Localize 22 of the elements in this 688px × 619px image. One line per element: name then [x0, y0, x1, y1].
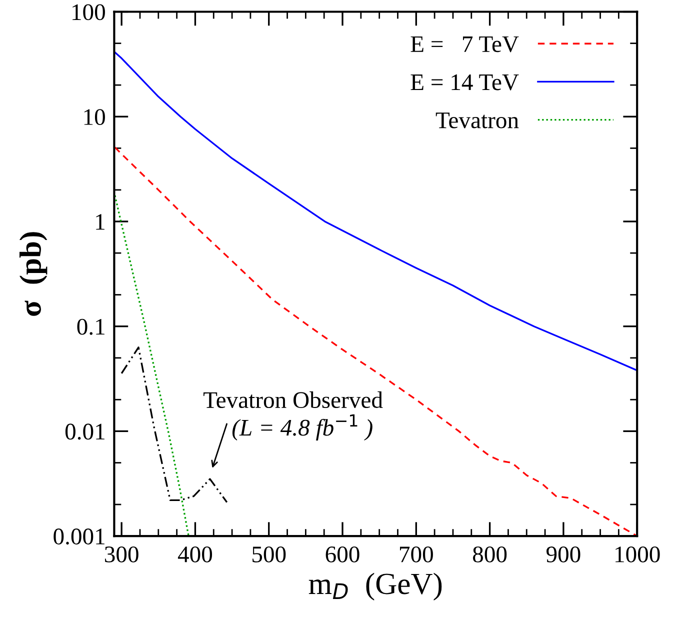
- x-tick-label: 400: [178, 546, 212, 562]
- x-tick-label: 900: [546, 546, 580, 562]
- y-tick-label: 0.01: [65, 424, 104, 440]
- x-tick-label: 800: [472, 546, 507, 562]
- y-tick-label: 100: [72, 4, 105, 20]
- x-tick-label: 600: [326, 546, 360, 562]
- x-tick-label: 300: [104, 546, 138, 562]
- x-tick-label: 1000: [616, 546, 660, 562]
- y-tick-label: 10: [84, 109, 105, 126]
- legend-label: E = 7 TeV: [410, 36, 519, 52]
- y-axis-title: σ (pb): [19, 232, 48, 316]
- y-tick-label: 0.1: [77, 318, 104, 335]
- line-series: [114, 52, 638, 372]
- y-tick-label: 0.001: [54, 528, 104, 545]
- x-tick-label: 700: [400, 546, 433, 562]
- y-tick-label: 1: [96, 214, 104, 230]
- legend-label: Tevatron: [436, 112, 519, 128]
- x-tick-label: 500: [252, 546, 286, 562]
- line-series: [114, 194, 190, 536]
- legend-label: E = 14 TeV: [410, 74, 519, 90]
- x-axis-title: m$_{D}$ (GeV): [308, 572, 442, 600]
- annotation: Tevatron Observed (L = 4.8 fb$^{−1}$ ): [203, 391, 383, 441]
